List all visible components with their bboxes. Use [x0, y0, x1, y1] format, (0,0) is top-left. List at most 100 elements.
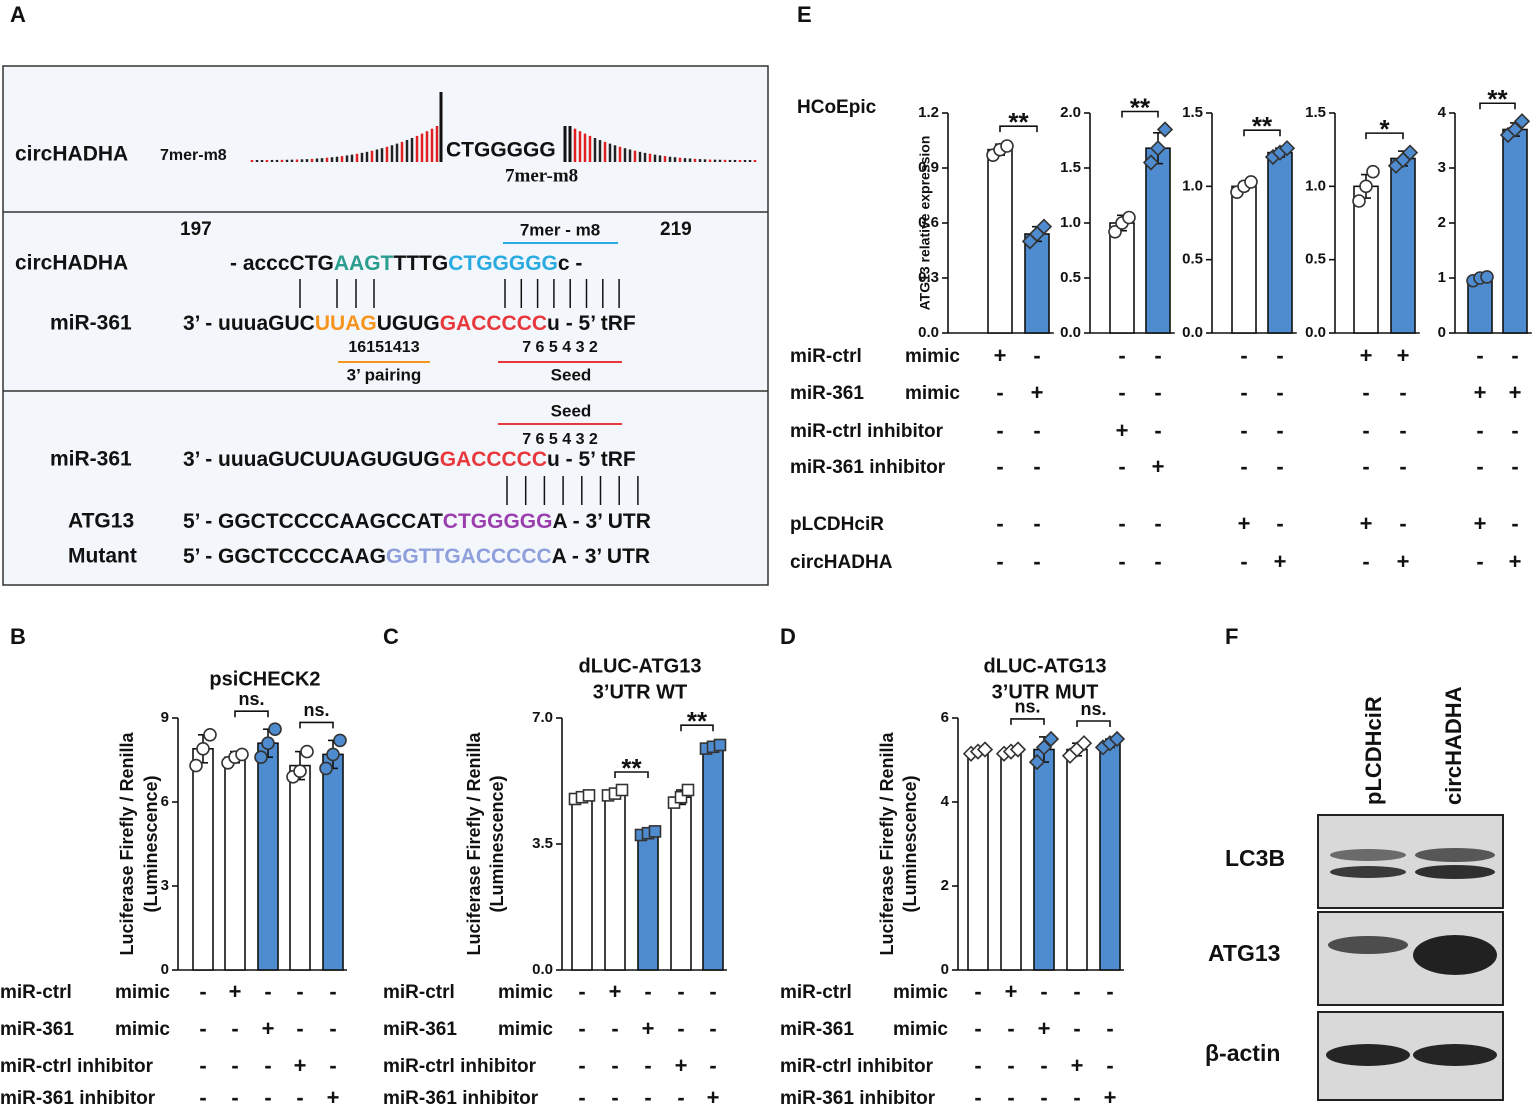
blot-band	[1330, 849, 1406, 861]
sequence-part: A	[552, 510, 567, 533]
sequence-part: u - 5’ tRF	[547, 312, 636, 335]
condition-sign: -	[296, 1016, 303, 1041]
sequence-part: u	[547, 448, 560, 471]
blot-band	[1326, 1044, 1410, 1066]
condition-sign: -	[199, 1053, 206, 1078]
condition-sign: +	[1152, 454, 1165, 479]
condition-sign: -	[1073, 1016, 1080, 1041]
row-name: ATG13	[68, 510, 134, 533]
y-axis-label: (Luminescence)	[141, 775, 161, 912]
condition-sign: -	[974, 979, 981, 1004]
bar	[289, 764, 311, 971]
bar	[702, 745, 724, 971]
y-tick-label: 1.5	[1060, 159, 1081, 176]
condition-sign: -	[611, 1085, 618, 1110]
numbers-seed: 7 6 5 4 3 2	[522, 339, 598, 356]
condition-sign: +	[1474, 511, 1487, 536]
panel-label: A	[10, 2, 26, 27]
condition-sign: +	[1509, 380, 1522, 405]
condition-sign: -	[1007, 1053, 1014, 1078]
cell-line: HCoEpic	[797, 97, 877, 118]
condition-sign: -	[329, 1053, 336, 1078]
condition-sign: -	[1362, 418, 1369, 443]
bar	[604, 792, 626, 971]
blot-band	[1413, 1044, 1497, 1066]
condition-sign: -	[1007, 1016, 1014, 1041]
data-point	[1366, 164, 1380, 179]
condition-sign: -	[1118, 343, 1125, 368]
condition-label: miR-361	[0, 1019, 74, 1040]
condition-sign: -	[578, 979, 585, 1004]
data-point	[189, 758, 203, 773]
condition-label: miR-361 inhibitor	[0, 1088, 156, 1109]
condition-sign: -	[1154, 418, 1161, 443]
sequence-part: 5’ - GGCTCCCCAAG	[183, 545, 386, 568]
data-point	[261, 736, 275, 751]
y-tick-label: 1.2	[918, 104, 939, 121]
y-tick-label: 9	[161, 709, 169, 726]
y-tick-label: 1.0	[1182, 177, 1203, 194]
blot	[1317, 814, 1504, 909]
bar	[1066, 748, 1088, 971]
condition-sign: -	[1511, 418, 1518, 443]
significance-label: ns.	[1014, 697, 1040, 717]
condition-sign: -	[1118, 511, 1125, 536]
condition-sign: -	[199, 979, 206, 1004]
condition-sign: -	[329, 979, 336, 1004]
sequence-part: - 3’ UTR	[566, 545, 650, 568]
y-tick-label: 0	[161, 961, 169, 978]
y-tick-label: 0.5	[1182, 251, 1203, 268]
condition-sign: -	[611, 1053, 618, 1078]
data-point	[1122, 210, 1136, 225]
condition-kind: mimic	[498, 982, 553, 1003]
y-tick-label: 0.0	[532, 961, 553, 978]
condition-sign: -	[1154, 343, 1161, 368]
condition-sign: -	[329, 1016, 336, 1041]
y-axis-label: (Luminescence)	[900, 775, 920, 912]
data-point	[1075, 735, 1093, 752]
position: 197	[180, 219, 212, 240]
y-tick-label: 0.0	[1305, 324, 1326, 341]
site-name: circHADHA	[15, 143, 128, 166]
condition-sign: -	[264, 979, 271, 1004]
significance-bracket	[299, 721, 334, 729]
condition-sign: -	[1240, 549, 1247, 574]
protein-label: β-actin	[1205, 1040, 1280, 1066]
condition-sign: -	[578, 1053, 585, 1078]
condition-sign: -	[1033, 343, 1040, 368]
data-point	[300, 744, 314, 759]
condition-sign: -	[1399, 380, 1406, 405]
sequence-part: 3’ - uuuaGUCUUAGUGUG	[183, 448, 440, 471]
sequence-part: GGTTGACCCCC	[386, 545, 552, 568]
condition-label: circHADHA	[790, 552, 893, 573]
condition-sign: +	[1274, 549, 1287, 574]
bar	[670, 796, 692, 971]
condition-sign: -	[996, 549, 1003, 574]
significance-bracket	[614, 771, 649, 778]
condition-sign: -	[1007, 1085, 1014, 1110]
data-point	[1000, 139, 1014, 153]
condition-sign: +	[707, 1085, 720, 1110]
data-point	[1401, 144, 1419, 161]
sequence: 3’ - uuuaGUCUUAGUGUGGACCCCCu - 5’ tRF	[183, 448, 636, 471]
condition-label: pLCDHciR	[790, 514, 884, 535]
condition-sign: -	[974, 1053, 981, 1078]
data-point	[1156, 121, 1174, 138]
numbers-seed: 7 6 5 4 3 2	[522, 431, 598, 448]
y-tick-label: 0.0	[1060, 324, 1081, 341]
condition-sign: -	[1399, 418, 1406, 443]
condition-sign: -	[199, 1085, 206, 1110]
row-name: miR-361	[50, 448, 132, 471]
data-point	[615, 783, 629, 797]
condition-sign: +	[1397, 343, 1410, 368]
data-point	[1506, 121, 1524, 138]
panel-label: D	[780, 624, 796, 649]
condition-sign: -	[1073, 979, 1080, 1004]
significance-bracket	[1365, 132, 1404, 140]
y-tick-label: 1.0	[1305, 177, 1326, 194]
bar	[571, 796, 593, 971]
y-axis-label: Luciferase Firefly / Renilla	[117, 731, 137, 955]
numbers-3p: 16151413	[348, 339, 419, 356]
y-tick-label: 3	[161, 877, 169, 894]
data-point	[648, 825, 662, 838]
